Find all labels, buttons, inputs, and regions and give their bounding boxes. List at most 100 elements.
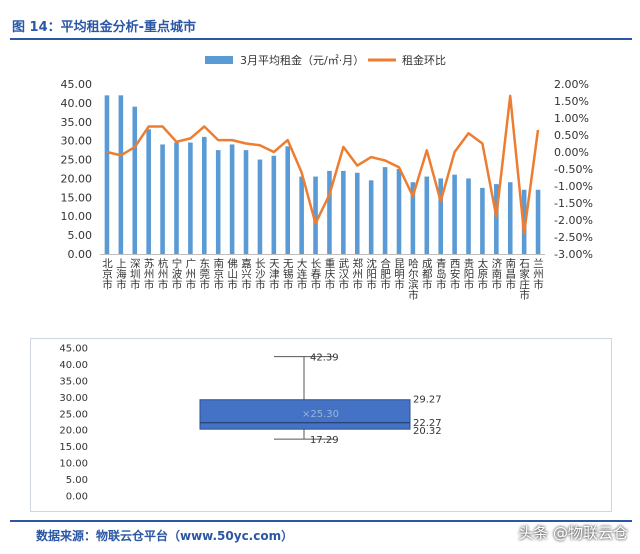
label-q1: 20.32 — [413, 426, 442, 437]
bar-兰州市 — [535, 189, 541, 254]
x-tick-label: 西安市 — [449, 258, 461, 290]
title-rule — [10, 38, 632, 40]
box-axis-tick-label: 20.00 — [59, 426, 88, 437]
box-axis-tick-label: 30.00 — [59, 393, 88, 404]
bar-嘉兴市 — [243, 150, 249, 254]
bar-重庆市 — [327, 170, 332, 254]
x-tick-label: 武汉市 — [337, 257, 349, 290]
legend-label-mom: 租金环比 — [402, 53, 446, 67]
y-left-tick-label: 15.00 — [61, 191, 93, 204]
y-right-tick-label: 0.00% — [554, 146, 589, 159]
label-q3: 29.27 — [413, 395, 442, 406]
x-tick-label: 深圳市 — [129, 258, 141, 290]
bar-苏州市 — [146, 129, 151, 254]
bar-深圳市 — [132, 106, 138, 255]
x-tick-label: 石家庄市 — [518, 258, 530, 301]
y-right-tick-label: -0.50% — [554, 163, 593, 176]
bar-成都市 — [424, 176, 430, 254]
x-tick-label: 东莞市 — [198, 257, 210, 290]
boxplot-frame — [30, 338, 612, 512]
legend-label-rent: 3月平均租金（元/㎡·月） — [240, 53, 364, 67]
footer-rule — [10, 520, 632, 522]
bar-长沙市 — [257, 159, 263, 254]
bar-沈阳市 — [368, 180, 374, 254]
box-axis-tick-label: 10.00 — [59, 459, 88, 470]
x-tick-label: 南京市 — [212, 257, 224, 290]
figure-title: 图 14：平均租金分析-重点城市 — [12, 20, 197, 35]
bar-series-rent — [104, 95, 541, 255]
x-tick-label: 长春市 — [310, 258, 322, 290]
bar-西安市 — [452, 174, 457, 254]
x-tick-label: 郑州市 — [351, 257, 363, 290]
bar-武汉市 — [341, 170, 346, 254]
box-axis-tick-label: 25.00 — [59, 409, 88, 420]
bar-上海市 — [118, 95, 124, 254]
bar-青岛市 — [438, 178, 443, 254]
x-tick-label: 杭州市 — [157, 257, 169, 290]
x-tick-label: 嘉兴市 — [240, 257, 252, 290]
y-left-tick-label: 25.00 — [61, 154, 93, 167]
label-max: 42.39 — [310, 353, 339, 364]
y-right-tick-label: -2.00% — [554, 214, 593, 227]
x-tick-label: 苏州市 — [143, 257, 155, 290]
legend-swatch-rent — [205, 56, 233, 64]
x-tick-label: 北京市 — [101, 258, 113, 290]
bar-郑州市 — [354, 172, 360, 254]
bar-广州市 — [188, 142, 193, 254]
bar-无锡市 — [285, 146, 291, 254]
x-tick-label: 重庆市 — [323, 257, 335, 290]
line-series-mom — [106, 94, 540, 235]
bar-杭州市 — [160, 144, 165, 254]
x-tick-label: 昆明市 — [393, 258, 405, 290]
label-median: 22.27 — [413, 418, 442, 429]
bar-昆明市 — [396, 169, 402, 254]
x-tick-label: 兰州市 — [532, 257, 544, 290]
bar-宁波市 — [174, 142, 179, 254]
label-min: 17.29 — [310, 435, 339, 446]
bar-长春市 — [313, 176, 318, 254]
bar-南昌市 — [507, 182, 513, 254]
bar-佛山市 — [229, 144, 235, 254]
bar-哈尔滨市 — [410, 182, 416, 254]
x-tick-label: 合肥市 — [379, 257, 391, 290]
y-right-tick-label: -2.50% — [554, 231, 593, 244]
x-tick-label: 天津市 — [268, 258, 280, 290]
bar-南京市 — [215, 150, 221, 254]
x-tick-label: 广州市 — [184, 258, 196, 290]
x-tick-label: 贵阳市 — [463, 257, 475, 290]
boxplot — [199, 356, 411, 440]
x-tick-label: 大连市 — [296, 257, 308, 290]
x-tick-label: 上海市 — [115, 258, 127, 290]
bar-天津市 — [271, 155, 277, 254]
x-tick-label: 南昌市 — [504, 257, 516, 290]
bar-济南市 — [494, 184, 499, 254]
y-right-tick-label: 0.50% — [554, 129, 589, 142]
bar-贵阳市 — [466, 178, 471, 254]
line-points-mom — [106, 95, 539, 234]
box-axis-tick-label: 0.00 — [66, 492, 88, 503]
x-tick-label: 太原市 — [476, 257, 488, 290]
y-right-tick-label: 1.00% — [554, 112, 589, 125]
box-axis-tick-label: 15.00 — [59, 442, 88, 453]
label-mean: ×25.30 — [302, 409, 339, 420]
rent-combo-chart: 3月平均租金（元/㎡·月） 租金环比 0.00 5.00 10.00 15.00 20.00… — [61, 53, 593, 301]
y-left-tick-label: 35.00 — [61, 116, 93, 129]
bar-太原市 — [480, 187, 485, 254]
bar-北京市 — [104, 95, 110, 254]
y-left-tick-label: 10.00 — [61, 210, 93, 223]
x-tick-label: 成都市 — [421, 258, 433, 290]
y-right-tick-label: 2.00% — [554, 78, 589, 91]
bar-东莞市 — [202, 136, 207, 254]
box-axis-tick-label: 5.00 — [66, 475, 88, 486]
y-left-tick-label: 40.00 — [61, 97, 93, 110]
watermark: 头条 @物联云仓 — [518, 524, 628, 542]
x-tick-label: 哈尔滨市 — [407, 257, 419, 301]
y-right-tick-label: -3.00% — [554, 248, 593, 261]
y-right-tick-label: -1.50% — [554, 197, 593, 210]
box-iqr — [199, 399, 411, 430]
x-tick-label: 长沙市 — [254, 258, 266, 290]
box-axis-tick-label: 35.00 — [59, 376, 88, 387]
bar-合肥市 — [382, 167, 388, 254]
x-tick-label: 沈阳市 — [365, 257, 377, 290]
